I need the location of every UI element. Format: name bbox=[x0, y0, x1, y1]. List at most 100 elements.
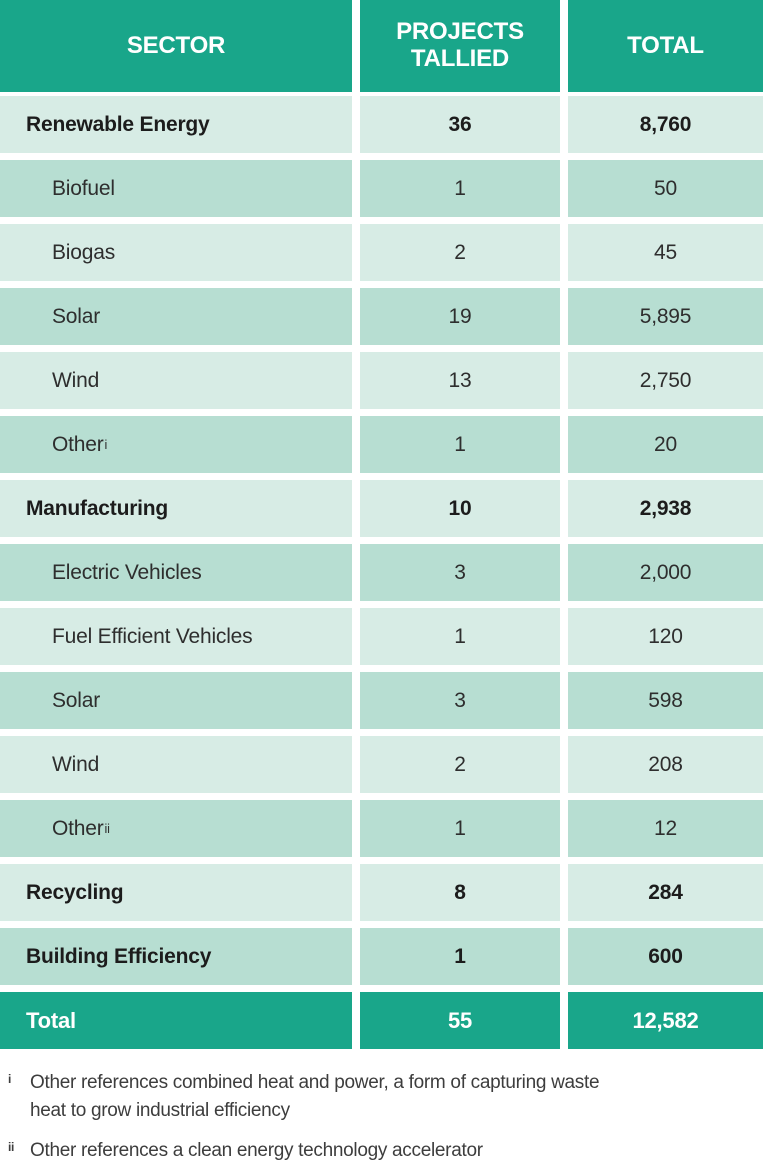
total-cell: 12 bbox=[568, 800, 763, 857]
projects-cell: 1 bbox=[360, 608, 560, 665]
sector-cell: Solar bbox=[0, 288, 352, 345]
sector-cell: Fuel Efficient Vehicles bbox=[0, 608, 352, 665]
sector-label: Electric Vehicles bbox=[52, 560, 202, 584]
projects-value: 13 bbox=[448, 368, 472, 392]
column-header-total: TOTAL bbox=[568, 0, 763, 92]
total-value: 20 bbox=[654, 432, 677, 456]
sector-label: Other bbox=[52, 432, 104, 456]
table-row: Wind 13 2,750 bbox=[0, 352, 763, 409]
sector-cell: Wind bbox=[0, 736, 352, 793]
total-row-total-value: 12,582 bbox=[568, 992, 763, 1049]
table-row: Solar 19 5,895 bbox=[0, 288, 763, 345]
projects-cell: 1 bbox=[360, 800, 560, 857]
sector-cell: Building Efficiency bbox=[0, 928, 352, 985]
sector-cell: Wind bbox=[0, 352, 352, 409]
total-value: 45 bbox=[654, 240, 677, 264]
sector-cell: Other i bbox=[0, 416, 352, 473]
total-value: 8,760 bbox=[639, 112, 692, 136]
projects-cell: 3 bbox=[360, 544, 560, 601]
table-body: Renewable Energy 36 8,760 Biofuel 1 50 B… bbox=[0, 96, 763, 985]
table-row: Wind 2 208 bbox=[0, 736, 763, 793]
projects-cell: 2 bbox=[360, 224, 560, 281]
projects-value: 3 bbox=[454, 688, 466, 712]
projects-cell: 1 bbox=[360, 160, 560, 217]
footnote-ii-text: Other references a clean energy technolo… bbox=[30, 1140, 483, 1161]
total-cell: 2,000 bbox=[568, 544, 763, 601]
sector-label: Wind bbox=[52, 752, 100, 776]
projects-value: 1 bbox=[454, 816, 466, 840]
total-value: 2,938 bbox=[639, 496, 692, 520]
total-row-label: Total bbox=[0, 992, 352, 1049]
sector-projects-table: SECTOR PROJECTS TALLIED TOTAL Renewable … bbox=[0, 0, 763, 1049]
total-cell: 600 bbox=[568, 928, 763, 985]
projects-cell: 19 bbox=[360, 288, 560, 345]
total-value: 5,895 bbox=[639, 304, 692, 328]
column-header-projects-tallied-label: PROJECTS TALLIED bbox=[396, 18, 524, 72]
projects-cell: 3 bbox=[360, 672, 560, 729]
projects-value: 1 bbox=[454, 944, 466, 968]
total-cell: 45 bbox=[568, 224, 763, 281]
total-cell: 284 bbox=[568, 864, 763, 921]
sector-label: Manufacturing bbox=[26, 496, 169, 520]
total-row-projects-value: 55 bbox=[360, 992, 560, 1049]
sector-cell: Renewable Energy bbox=[0, 96, 352, 153]
footnote-ii-marker: ii bbox=[8, 1140, 15, 1154]
total-cell: 120 bbox=[568, 608, 763, 665]
footnote-i-text: Other references combined heat and power… bbox=[30, 1072, 600, 1121]
total-value: 120 bbox=[648, 624, 683, 648]
projects-cell: 13 bbox=[360, 352, 560, 409]
sector-label: Biogas bbox=[52, 240, 116, 264]
total-cell: 208 bbox=[568, 736, 763, 793]
sector-label: Building Efficiency bbox=[26, 944, 212, 968]
sector-label: Biofuel bbox=[52, 176, 115, 200]
sector-label: Fuel Efficient Vehicles bbox=[52, 624, 253, 648]
projects-cell: 36 bbox=[360, 96, 560, 153]
total-cell: 20 bbox=[568, 416, 763, 473]
projects-value: 10 bbox=[448, 496, 472, 520]
total-cell: 8,760 bbox=[568, 96, 763, 153]
total-value: 2,000 bbox=[639, 560, 692, 584]
total-value: 12 bbox=[654, 816, 677, 840]
projects-cell: 10 bbox=[360, 480, 560, 537]
table-row: Solar 3 598 bbox=[0, 672, 763, 729]
column-header-projects-tallied: PROJECTS TALLIED bbox=[360, 0, 560, 92]
footnote-i: i Other references combined heat and pow… bbox=[8, 1069, 620, 1125]
total-value: 598 bbox=[648, 688, 683, 712]
header-row: SECTOR PROJECTS TALLIED TOTAL bbox=[0, 0, 763, 92]
table-row: Renewable Energy 36 8,760 bbox=[0, 96, 763, 153]
sector-label: Other bbox=[52, 816, 104, 840]
total-value: 50 bbox=[654, 176, 677, 200]
table-row: Biofuel 1 50 bbox=[0, 160, 763, 217]
total-value: 208 bbox=[648, 752, 683, 776]
sector-cell: Solar bbox=[0, 672, 352, 729]
sector-label: Solar bbox=[52, 304, 101, 328]
sector-cell: Biofuel bbox=[0, 160, 352, 217]
table-row: Manufacturing 10 2,938 bbox=[0, 480, 763, 537]
column-header-sector-label: SECTOR bbox=[126, 31, 226, 59]
table-row: Electric Vehicles 3 2,000 bbox=[0, 544, 763, 601]
projects-value: 2 bbox=[454, 752, 466, 776]
sector-label: Solar bbox=[52, 688, 101, 712]
projects-value: 1 bbox=[454, 624, 466, 648]
table-row: Building Efficiency 1 600 bbox=[0, 928, 763, 985]
projects-value: 19 bbox=[448, 304, 472, 328]
projects-value: 1 bbox=[454, 176, 466, 200]
footnotes: i Other references combined heat and pow… bbox=[0, 1069, 768, 1165]
projects-cell: 8 bbox=[360, 864, 560, 921]
sector-cell: Other ii bbox=[0, 800, 352, 857]
sector-label: Recycling bbox=[26, 880, 124, 904]
table-row: Other i 1 20 bbox=[0, 416, 763, 473]
total-value: 284 bbox=[648, 880, 683, 904]
total-value: 600 bbox=[648, 944, 683, 968]
total-cell: 2,938 bbox=[568, 480, 763, 537]
total-value: 2,750 bbox=[639, 368, 692, 392]
projects-value: 36 bbox=[448, 112, 472, 136]
table-row: Recycling 8 284 bbox=[0, 864, 763, 921]
sector-cell: Manufacturing bbox=[0, 480, 352, 537]
sector-cell: Biogas bbox=[0, 224, 352, 281]
total-cell: 50 bbox=[568, 160, 763, 217]
projects-cell: 1 bbox=[360, 928, 560, 985]
sector-label: Wind bbox=[52, 368, 100, 392]
projects-value: 2 bbox=[454, 240, 466, 264]
projects-cell: 1 bbox=[360, 416, 560, 473]
